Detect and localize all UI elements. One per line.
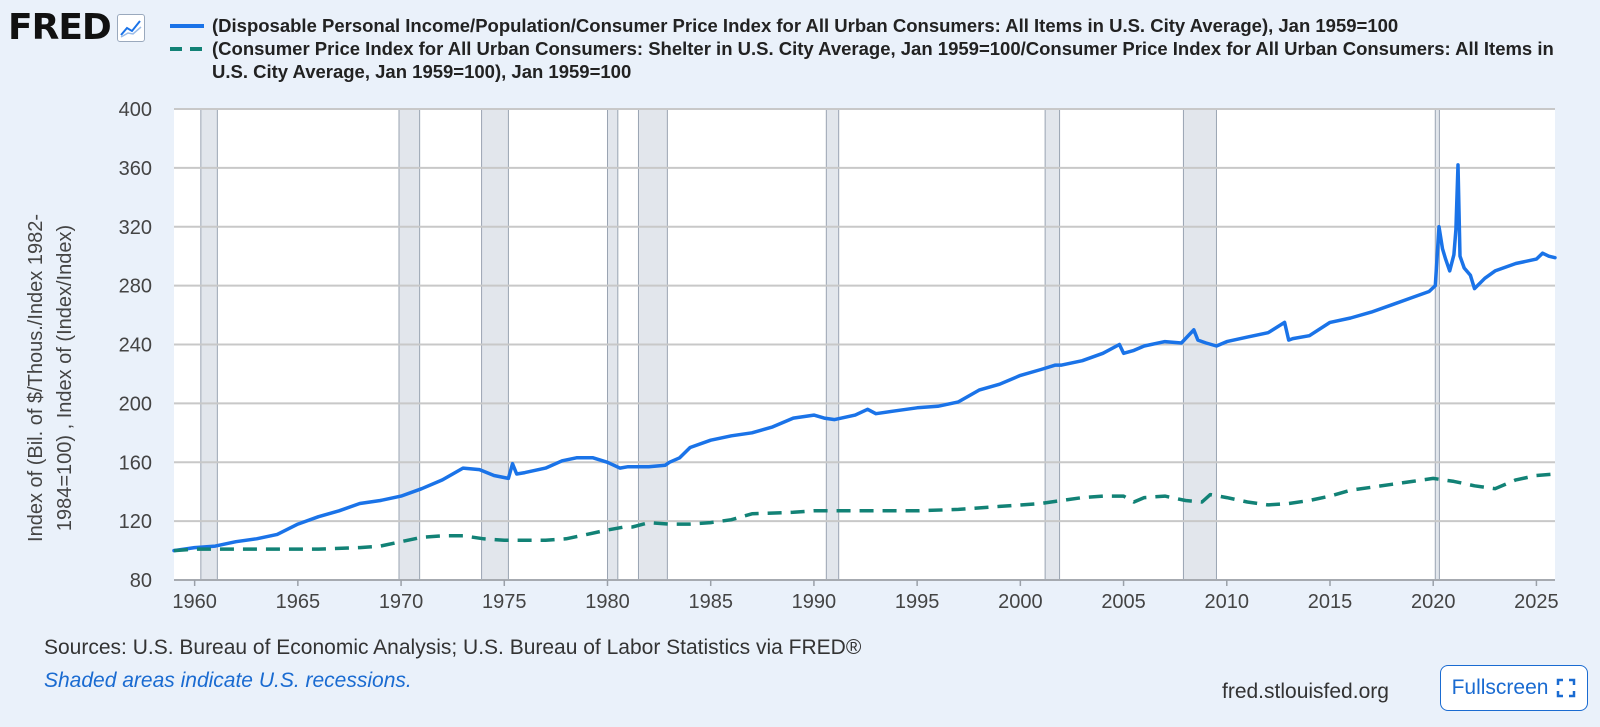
x-axis-ticks: 1960 1965 1970 1975 1980 1985 1990 1995 2000 2005… — [172, 580, 1559, 613]
fred-logo-text: FRED — [8, 7, 112, 48]
y-tick-label: 400 — [119, 99, 152, 121]
x-tick-label: 2005 — [1101, 591, 1146, 613]
y-tick-label: 200 — [119, 393, 152, 415]
recessions-note[interactable]: Shaded areas indicate U.S. recessions. — [44, 669, 412, 692]
y-tick-label: 240 — [119, 335, 152, 357]
y-tick-label: 160 — [119, 452, 152, 474]
site-url[interactable]: fred.stlouisfed.org — [1222, 680, 1389, 703]
series-line-income — [172, 163, 1557, 553]
x-tick-label: 1980 — [585, 591, 630, 613]
x-tick-label: 1990 — [792, 591, 837, 613]
x-tick-label: 2025 — [1514, 591, 1559, 613]
fullscreen-label: Fullscreen — [1451, 676, 1549, 699]
legend-swatch-solid — [170, 24, 204, 28]
chart-legend: (Disposable Personal Income/Population/C… — [170, 14, 1590, 83]
x-tick-label: 1970 — [379, 591, 424, 613]
x-tick-label: 2000 — [998, 591, 1043, 613]
y-axis-label: Index of (Bil. of $/Thous./Index 1982-19… — [25, 214, 76, 542]
legend-swatch-dashed — [170, 47, 204, 51]
chart-line-icon — [116, 14, 145, 42]
x-tick-label: 1995 — [895, 591, 940, 613]
y-tick-label: 120 — [119, 511, 152, 533]
legend-label-income: (Disposable Personal Income/Population/C… — [212, 15, 1399, 36]
series-line-shelter — [173, 472, 1556, 553]
legend-entry-income[interactable]: (Disposable Personal Income/Population/C… — [170, 14, 1590, 37]
fullscreen-icon — [1557, 678, 1576, 698]
series-lines — [172, 163, 1557, 553]
gridlines — [174, 108, 1555, 581]
y-tick-label: 280 — [119, 276, 152, 298]
x-tick-label: 2010 — [1205, 591, 1250, 613]
x-tick-label: 1960 — [172, 591, 217, 613]
fred-logo[interactable]: FRED — [8, 8, 145, 48]
x-tick-label: 1965 — [276, 591, 321, 613]
fullscreen-button[interactable]: Fullscreen — [1440, 665, 1588, 711]
legend-label-shelter: (Consumer Price Index for All Urban Cons… — [212, 38, 1554, 82]
legend-entry-shelter[interactable]: (Consumer Price Index for All Urban Cons… — [170, 37, 1590, 83]
x-tick-label: 1985 — [688, 591, 733, 613]
sources-note: Sources: U.S. Bureau of Economic Analysi… — [44, 636, 862, 659]
x-tick-label: 2020 — [1411, 591, 1456, 613]
y-tick-label: 80 — [130, 570, 152, 592]
y-tick-label: 320 — [119, 217, 152, 239]
y-axis-ticks: 80 120 160 200 240 280 320 360 400 — [119, 99, 152, 592]
x-tick-label: 1975 — [482, 591, 527, 613]
x-tick-label: 2015 — [1308, 591, 1353, 613]
y-tick-label: 360 — [119, 158, 152, 180]
